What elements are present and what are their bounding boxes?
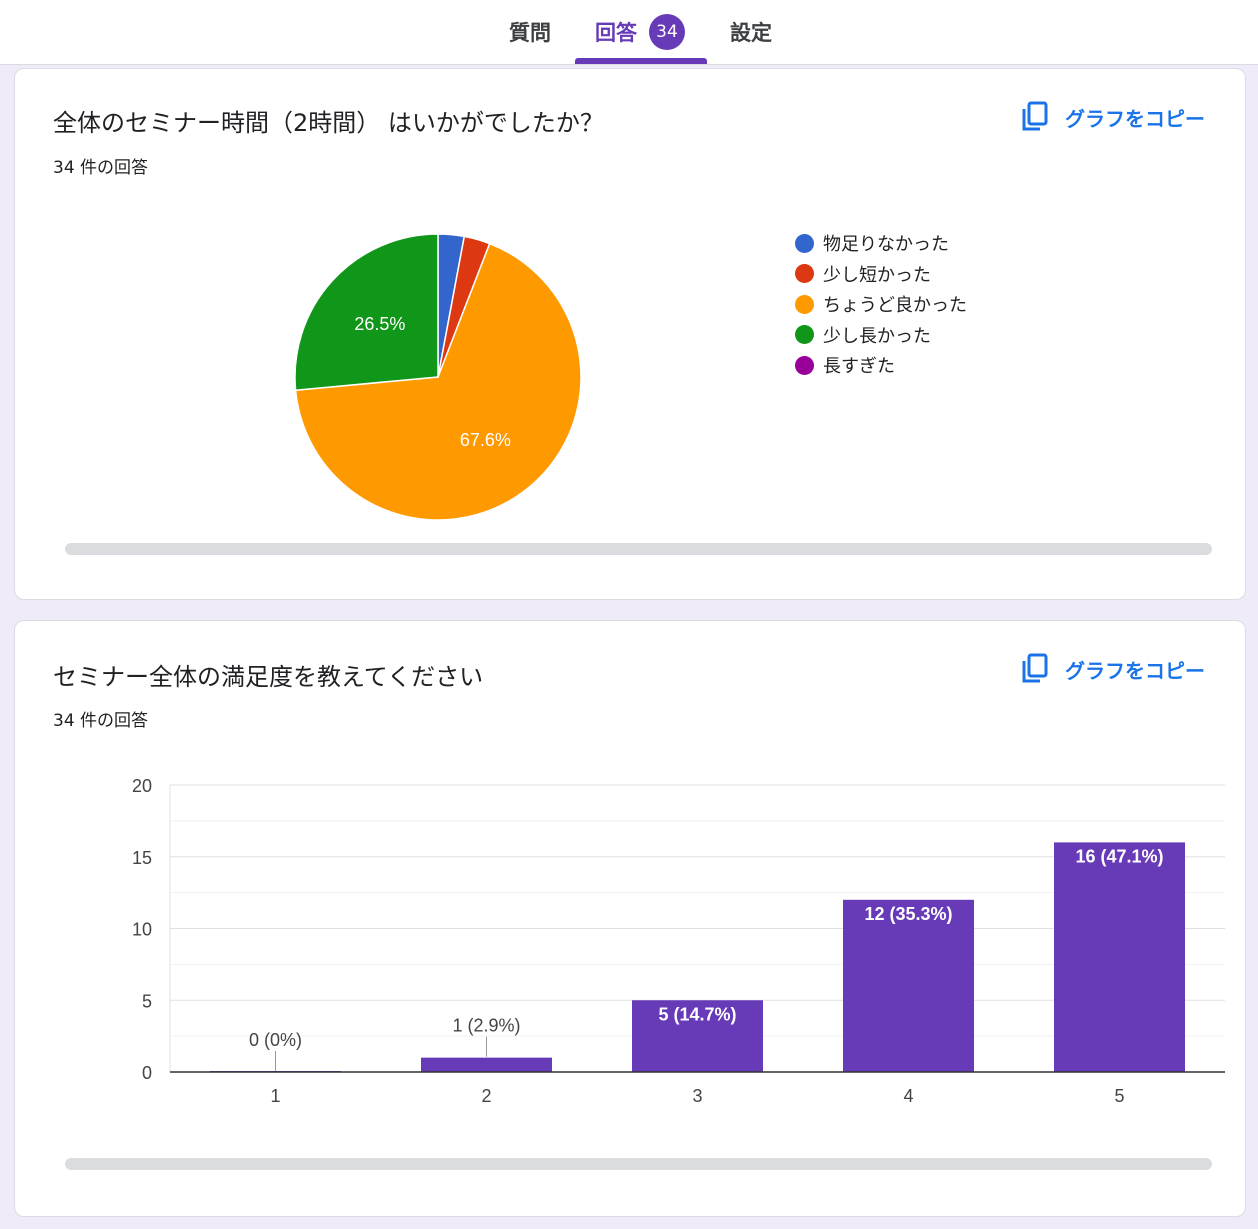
copy-icon [1022,101,1048,131]
bar [843,899,974,1072]
bar-data-label: 16 (47.1%) [1075,846,1163,866]
copy-icon [1022,653,1048,683]
legend-color-dot [795,355,814,375]
copy-chart-label: グラフをコピー [1065,106,1205,131]
tab-settings[interactable]: 設定 [730,21,772,45]
y-tick-label: 0 [142,1063,152,1083]
pie-slice [294,242,582,521]
legend-color-dot [795,294,814,314]
legend-item: 長すぎた [795,352,895,378]
question-title: セミナー全体の満足度を教えてください [53,663,484,691]
question-title: 全体のセミナー時間（2時間） はいかがでしたか？ [53,109,604,137]
pie-slice-label: 67.6% [460,430,511,450]
legend-label: 長すぎた [823,356,895,377]
legend-color-dot [795,264,814,283]
bar-data-label: 1 (2.9%) [452,1016,520,1036]
tab-responses-label: 回答 [595,21,637,45]
response-count: 34 件の回答 [53,711,149,731]
y-tick-label: 15 [132,848,152,868]
legend-item: 少し長かった [795,322,931,348]
legend-item: 物足りなかった [795,230,949,256]
bar-chart: 0 5 10 15 20 0 (0%) 1 1 (2.9%) 2 5 (14.7%) 3 12 (35… [132,776,1225,1106]
question-card-satisfaction: セミナー全体の満足度を教えてください 34 件の回答 グラフをコピー 0 5 10 1… [14,620,1246,1217]
bar-data-label: 5 (14.7%) [658,1004,736,1024]
y-tick-label: 20 [132,776,152,796]
legend-label: 物足りなかった [823,234,949,255]
legend-item: ちょうど良かった [795,291,967,317]
legend-item: 少し短かった [795,261,931,287]
tab-questions[interactable]: 質問 [509,21,551,45]
pie-slice [294,233,439,392]
active-tab-indicator [575,58,707,64]
bar-data-label: 0 (0%) [249,1030,302,1050]
pie-chart: 67.6% 26.5% [294,233,582,521]
horizontal-scrollbar[interactable] [65,543,1212,555]
top-tab-bar: 質問 回答 34 設定 [0,0,1258,65]
response-count-badge: 34 [649,14,685,50]
legend-label: 少し短かった [823,264,931,286]
tab-responses[interactable]: 回答 34 [580,0,700,64]
copy-chart-button[interactable]: グラフをコピー [1021,101,1205,133]
legend-label: ちょうど良かった [823,295,967,316]
legend-label: 少し長かった [823,325,931,347]
bar [1054,842,1185,1072]
question-card-seminar-time: 全体のセミナー時間（2時間） はいかがでしたか？ 34 件の回答 グラフをコピー… [14,68,1246,600]
horizontal-scrollbar[interactable] [65,1158,1212,1170]
x-tick-label: 1 [270,1086,280,1106]
x-tick-label: 3 [692,1086,702,1106]
legend-color-dot [795,233,814,253]
bar [421,1057,552,1072]
pie-slice-label: 26.5% [354,314,405,334]
y-tick-label: 5 [142,991,152,1011]
legend-color-dot [795,325,814,344]
x-tick-label: 5 [1114,1086,1124,1106]
bar-data-label: 12 (35.3%) [864,904,952,924]
x-tick-label: 4 [903,1086,913,1106]
response-count: 34 件の回答 [53,158,149,178]
y-tick-label: 10 [132,920,152,940]
x-tick-label: 2 [481,1086,491,1106]
copy-chart-label: グラフをコピー [1065,658,1205,683]
copy-chart-button[interactable]: グラフをコピー [1021,653,1205,685]
bar [632,1000,763,1072]
